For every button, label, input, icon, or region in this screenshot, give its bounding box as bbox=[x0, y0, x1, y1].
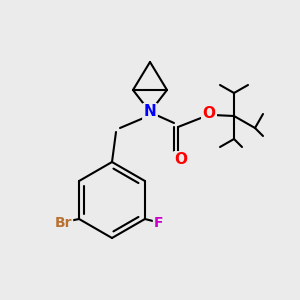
Text: F: F bbox=[154, 216, 164, 230]
Text: Br: Br bbox=[54, 216, 72, 230]
Text: N: N bbox=[144, 104, 156, 119]
Text: O: O bbox=[175, 152, 188, 167]
Text: O: O bbox=[202, 106, 215, 122]
